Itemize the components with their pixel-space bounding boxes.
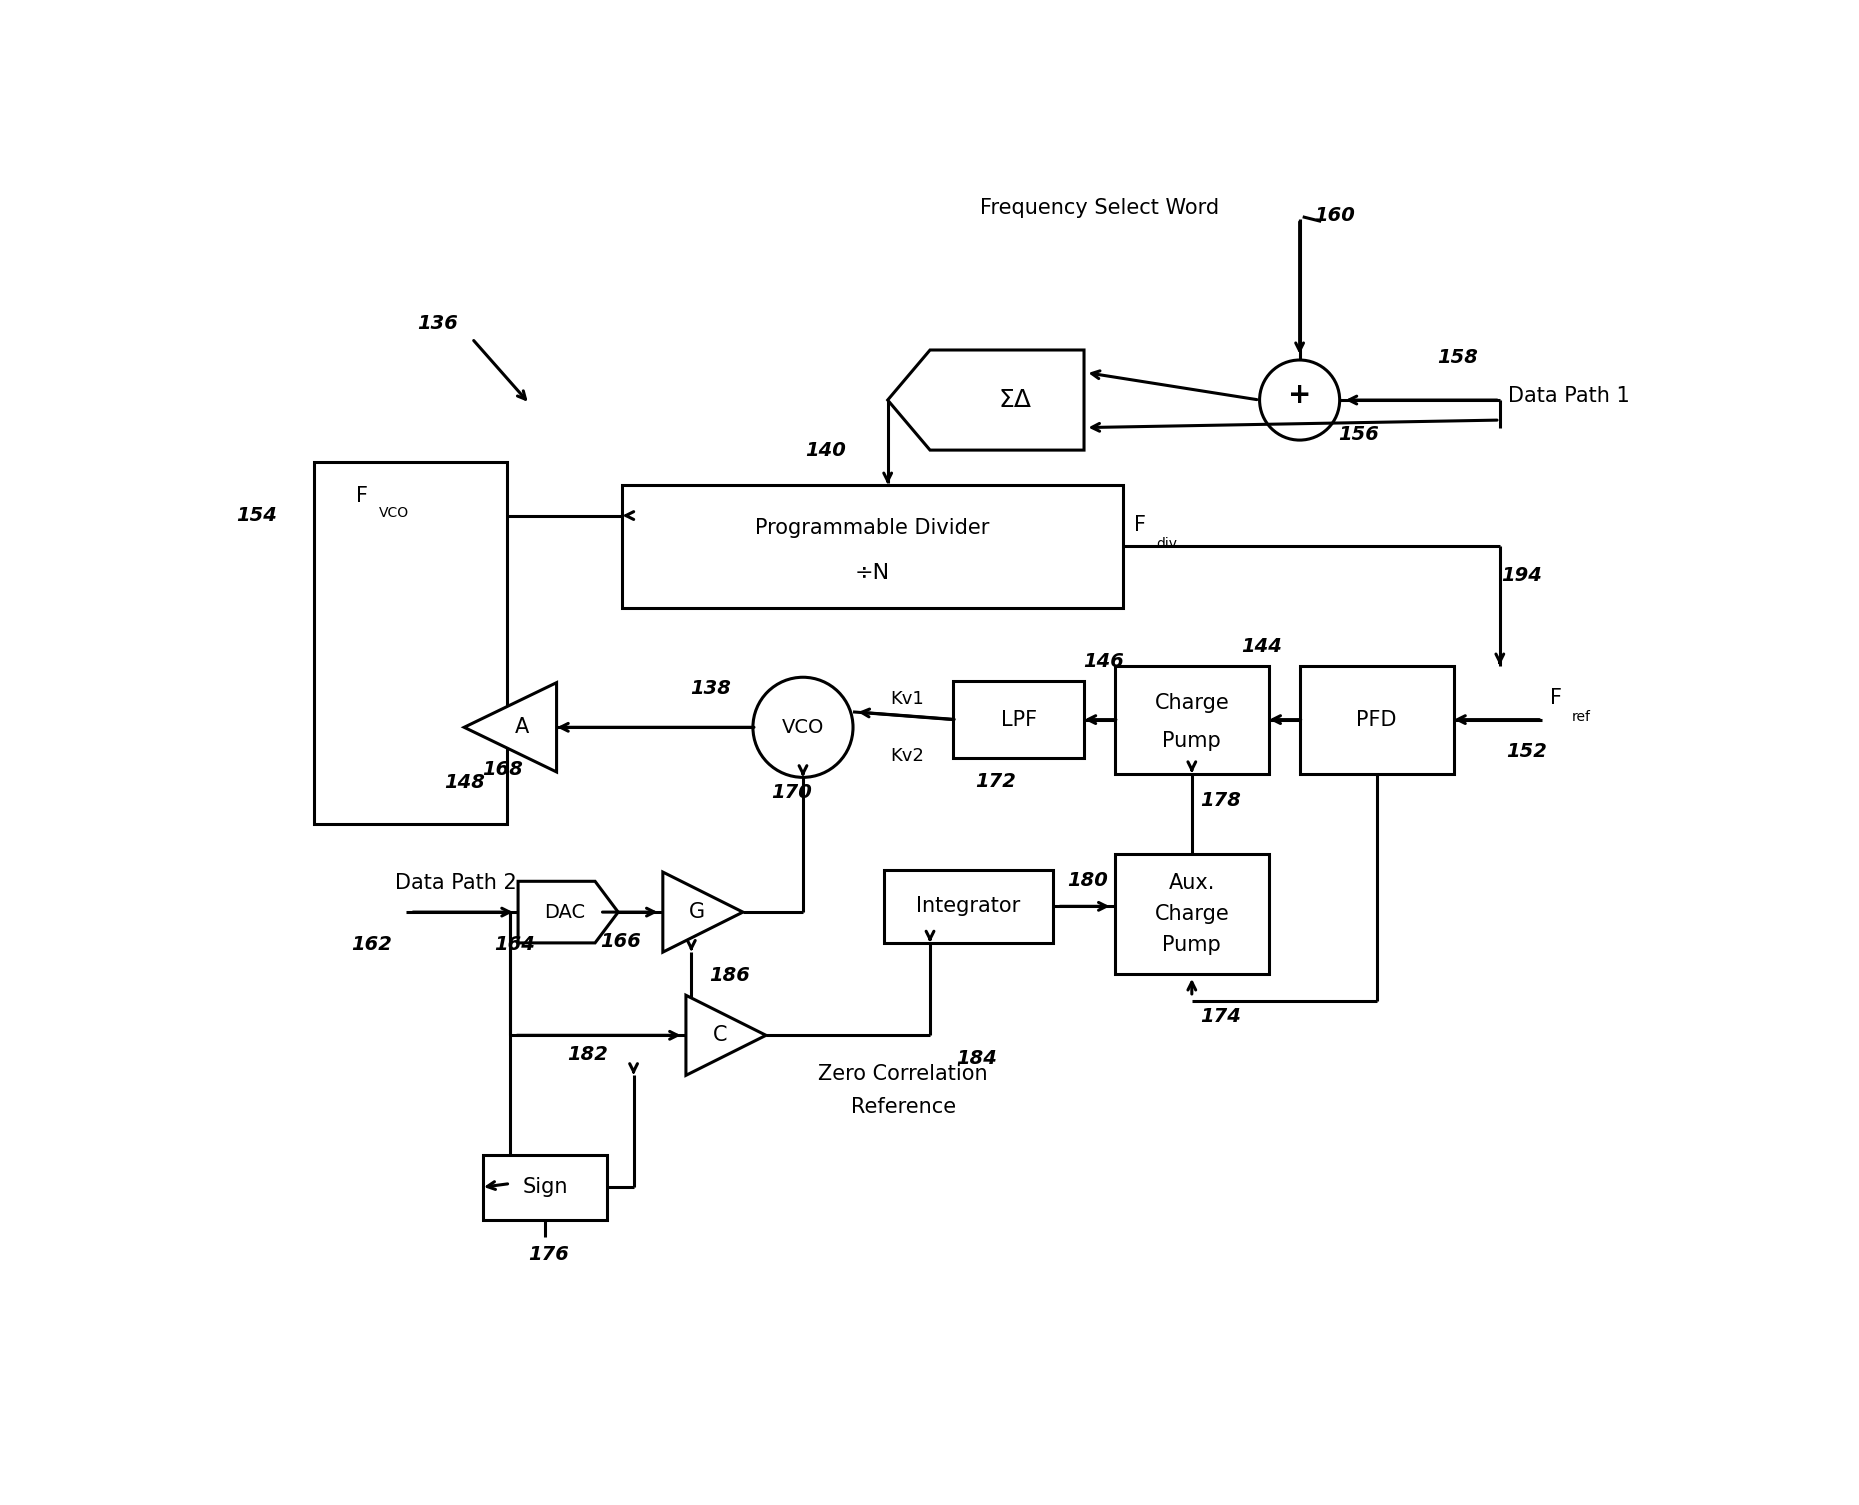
Text: Aux.: Aux. [1169,873,1216,892]
Text: 146: 146 [1082,652,1123,671]
Text: Integrator: Integrator [916,897,1021,917]
Text: ΣΔ: ΣΔ [998,388,1032,412]
Text: 172: 172 [974,772,1015,790]
Text: 184: 184 [956,1049,996,1069]
Text: LPF: LPF [1000,709,1037,730]
Text: Sign: Sign [522,1177,567,1198]
Text: Reference: Reference [851,1097,956,1117]
Text: 144: 144 [1240,637,1281,656]
Text: Data Path 1: Data Path 1 [1508,387,1628,406]
Polygon shape [519,882,619,944]
Text: 160: 160 [1314,206,1355,224]
Text: ÷N: ÷N [855,563,890,584]
Text: Frequency Select Word: Frequency Select Word [980,197,1220,218]
Polygon shape [686,995,766,1076]
Text: div: div [1156,537,1177,551]
Text: Kv1: Kv1 [890,689,924,707]
Text: Charge: Charge [1154,694,1229,713]
Text: 178: 178 [1201,792,1242,810]
Text: +: + [1288,381,1311,409]
Text: 154: 154 [236,506,277,525]
Text: 158: 158 [1437,348,1478,367]
Bar [883,870,1054,944]
Circle shape [1260,360,1340,439]
Text: 170: 170 [771,783,812,802]
Text: 166: 166 [600,932,641,951]
Text: 164: 164 [494,935,535,954]
Text: 194: 194 [1500,566,1541,585]
Text: 162: 162 [351,935,392,954]
Bar [1299,665,1454,774]
Polygon shape [664,871,744,953]
Text: Pump: Pump [1162,731,1221,751]
Text: VCO: VCO [379,506,409,521]
Text: 138: 138 [690,679,731,698]
Text: 180: 180 [1067,871,1108,891]
Text: 168: 168 [481,760,522,780]
Bar [314,462,506,823]
Polygon shape [887,351,1084,450]
Text: ref: ref [1573,710,1591,724]
Text: C: C [712,1025,727,1046]
Text: F: F [357,486,368,506]
Text: 186: 186 [710,966,751,984]
Text: 176: 176 [528,1245,569,1264]
Text: PFD: PFD [1357,709,1396,730]
Bar [954,682,1084,759]
Text: DAC: DAC [543,903,586,921]
Circle shape [753,677,853,778]
Text: G: G [688,901,705,923]
Bar [483,1154,606,1221]
Text: F: F [1550,688,1562,707]
Text: Zero Correlation: Zero Correlation [818,1064,987,1084]
Text: A: A [515,718,530,737]
Text: 152: 152 [1506,742,1547,762]
Text: Data Path 2: Data Path 2 [394,873,517,892]
Text: F: F [1134,515,1145,534]
Text: 182: 182 [567,1044,608,1064]
Text: Charge: Charge [1154,905,1229,924]
Text: 140: 140 [805,441,846,459]
Text: 148: 148 [444,774,485,792]
Bar [1115,665,1270,774]
Text: 136: 136 [416,313,457,333]
Text: Programmable Divider: Programmable Divider [755,518,989,537]
Text: Kv2: Kv2 [890,746,924,765]
Text: 156: 156 [1338,426,1379,444]
Text: Pump: Pump [1162,935,1221,956]
Text: 174: 174 [1201,1007,1242,1025]
Bar [623,485,1123,608]
Bar [1115,855,1270,974]
Polygon shape [465,683,556,772]
Text: VCO: VCO [783,718,824,737]
